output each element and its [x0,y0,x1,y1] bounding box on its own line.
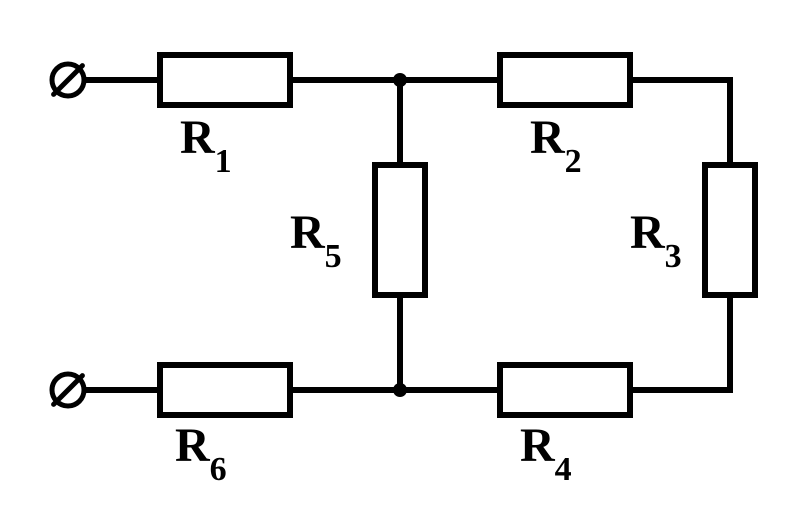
label-r4: R4 [520,418,572,481]
resistor-r4 [500,365,630,415]
terminal-icon [52,64,84,96]
resistor-r5 [375,165,425,295]
label-r2: R2 [530,110,582,173]
terminal-icon [52,374,84,406]
label-r5: R5 [290,205,342,268]
resistor-r2 [500,55,630,105]
resistor-r3 [705,165,755,295]
resistor-r1 [160,55,290,105]
label-r1: R1 [180,110,232,173]
label-r3: R3 [630,205,682,268]
resistor-r6 [160,365,290,415]
label-r6: R6 [175,418,227,481]
